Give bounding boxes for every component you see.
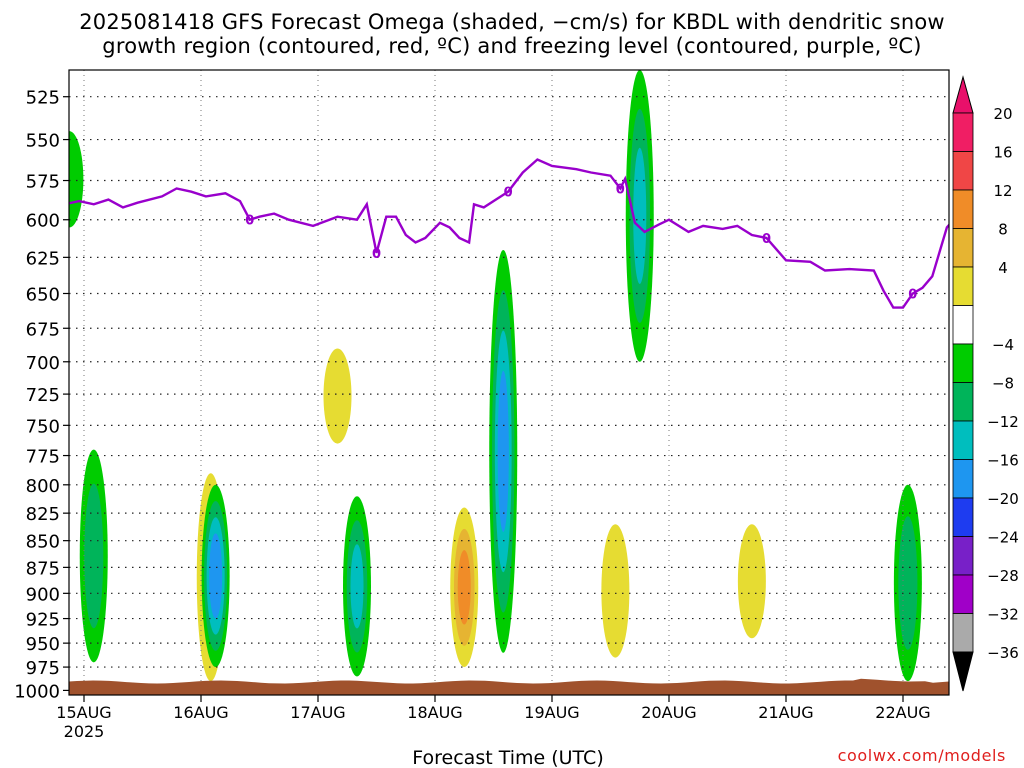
colorbar-swatch [952,536,974,576]
title-line-2: growth region (contoured, red, ºC) and f… [102,34,922,58]
colorbar-swatch [952,343,974,383]
omega-cell [209,533,223,619]
freezing-level-label: 0 [762,232,771,247]
x-tick-label: 22AUG [875,703,930,722]
freezing-level-contour: 0 0 0 0 0 0 [69,158,949,309]
omega-cell [601,524,630,658]
y-tick-label: 675 [26,319,60,340]
colorbar-label: −24 [987,529,1019,547]
freezing-level-label: 0 [504,186,513,201]
colorbar-swatch [952,497,974,537]
freezing-level-label: 0 [245,214,254,229]
y-tick-label: 975 [26,658,60,679]
omega-cell [350,544,364,629]
colorbar-label: −12 [987,413,1019,431]
y-tick-label: 575 [26,172,60,193]
colorbar-swatch [952,420,974,460]
x-axis-label: Forecast Time (UTC) [412,747,603,768]
grid-lines [69,70,949,695]
y-tick-label: 725 [26,385,60,406]
source-credit: coolwx.com/models [837,746,1006,765]
y-tick-label: 750 [26,416,60,437]
colorbar-swatch [952,613,974,653]
title-line-1: 2025081418 GFS Forecast Omega (shaded, −… [79,10,945,34]
colorbar-swatch [952,305,974,345]
colorbar-label: −32 [987,606,1019,624]
omega-cell [323,348,352,444]
colorbar-label: −8 [992,375,1014,393]
terrain-band [69,678,949,695]
y-tick-label: 650 [26,284,60,305]
omega-shading [69,70,1024,682]
y-tick-label: 875 [26,558,60,579]
colorbar-swatch [952,574,974,614]
x-tick-label: 19AUG [524,703,579,722]
y-tick-label: 850 [26,532,60,553]
colorbar-label: 16 [993,144,1012,162]
x-tick-label: 16AUG [173,703,228,722]
colorbar-label: 20 [993,105,1012,123]
y-tick-label: 525 [26,88,60,109]
freezing-level-label: 0 [908,287,917,302]
omega-cell [497,370,509,532]
omega-cell [457,550,471,625]
colorbar-swatch [952,228,974,268]
colorbar-legend: 20 16 12 8 4 −4 −8 −12 −16 −20 −24 −28 −32 −36 [952,75,1019,692]
x-axis: 15AUG 16AUG 17AUG 18AUG 19AUG 20AUG 21AUG 22AUG… [56,695,931,741]
y-tick-label: 800 [26,476,60,497]
colorbar-swatch [952,151,974,191]
colorbar-label: −28 [987,567,1019,585]
colorbar-label: 8 [998,221,1008,239]
x-tick-label: 21AUG [758,703,813,722]
y-tick-label: 700 [26,353,60,374]
colorbar-top-arrow [952,75,974,114]
colorbar-swatch [952,266,974,306]
y-tick-label: 625 [26,248,60,269]
chart-title: 2025081418 GFS Forecast Omega (shaded, −… [0,10,1024,58]
x-tick-label: 18AUG [407,703,462,722]
y-tick-label: 925 [26,610,60,631]
colorbar-swatch [952,459,974,499]
colorbar-swatch [952,189,974,229]
y-axis: 525 550 575 600 625 650 675 700 725 750 775 800 825 8… [14,88,69,702]
y-tick-label: 600 [26,211,60,232]
colorbar-label: 4 [998,259,1008,277]
colorbar-label: −16 [987,452,1019,470]
x-tick-year: 2025 [64,722,105,741]
colorbar-swatch [952,112,974,152]
omega-cell [996,250,1024,485]
freezing-level-line [69,158,949,309]
y-tick-label: 900 [26,584,60,605]
y-tick-label: 950 [26,634,60,655]
colorbar-swatch [952,382,974,422]
y-tick-label: 1000 [14,681,60,702]
y-tick-label: 550 [26,131,60,152]
terrain-fill [69,678,949,695]
colorbar-label: −20 [987,490,1019,508]
plot-frame [68,69,950,696]
x-tick-label: 15AUG [56,703,111,722]
colorbar-bottom-arrow [952,651,974,692]
freezing-level-label: 0 [616,183,625,198]
y-tick-label: 775 [26,447,60,468]
y-tick-label: 825 [26,504,60,525]
omega-cell [84,483,104,629]
x-tick-label: 17AUG [290,703,345,722]
colorbar-label: 12 [993,182,1012,200]
freezing-level-label: 0 [372,247,381,262]
colorbar-label: −4 [992,336,1014,354]
omega-cell [898,516,918,650]
colorbar-label: −36 [987,644,1019,662]
x-tick-label: 20AUG [641,703,696,722]
omega-cell [633,147,647,284]
omega-cell [737,524,766,639]
